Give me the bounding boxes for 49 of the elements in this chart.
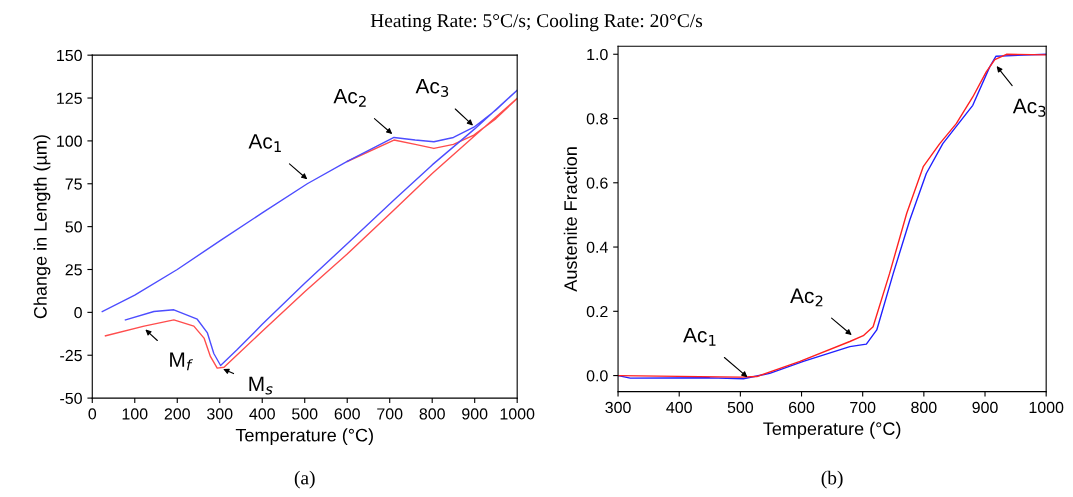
annotation: Ac$_{2}$: [790, 288, 823, 307]
y-tick-label: 125: [57, 92, 82, 104]
text: (b): [821, 470, 843, 489]
x-tick-label: 400: [249, 408, 275, 420]
y-tick-label: 0.0: [586, 370, 608, 382]
x-tick-label: 100: [122, 408, 148, 420]
y-tick-label: 100: [57, 135, 82, 147]
x-tick-label: 600: [789, 401, 815, 414]
x-tick-label: 0: [88, 408, 97, 420]
y-tick-label: 0: [74, 307, 82, 319]
chart-title: Heating Rate: 5°C/s; Cooling Rate: 20°C/s: [370, 13, 703, 32]
annotation: Ac$_{1}$: [683, 327, 716, 346]
x-tick-label: 400: [666, 401, 692, 414]
annotation: Ac$_{2}$: [333, 88, 366, 107]
y-tick-label: 0.6: [586, 177, 608, 189]
annotation: Ac$_{3}$: [1012, 98, 1046, 117]
x-tick-label: 800: [419, 408, 445, 420]
x-tick-label: 700: [850, 401, 876, 414]
y-tick-label: 0.4: [586, 241, 608, 253]
y-tick-label: 1.0: [587, 48, 608, 61]
y-tick-label: 50: [65, 221, 82, 233]
y-axis-title: Austenite Fraction: [563, 147, 577, 292]
y-tick-label: 75: [65, 178, 82, 190]
x-tick-label: 300: [605, 401, 631, 414]
x-axis-title: Temperature (°C): [235, 428, 373, 446]
x-tick-label: 600: [334, 408, 360, 420]
x-tick-label: 500: [292, 408, 318, 420]
x-tick-label: 500: [727, 401, 754, 414]
y-tick-label: 150: [57, 49, 82, 62]
annotation: Ac$_{1}$: [248, 134, 281, 152]
x-tick-label: 700: [377, 408, 403, 420]
x-tick-label: 300: [207, 408, 233, 420]
y-tick-label: 0.8: [586, 113, 608, 125]
x-axis-title: Temperature (°C): [763, 421, 901, 439]
x-tick-label: 1000: [500, 408, 535, 420]
x-tick-label: 900: [972, 401, 998, 414]
x-tick-label: 800: [911, 401, 937, 414]
y-tick-label: 0.2: [586, 305, 608, 318]
annotation: M$_{s}$: [249, 376, 273, 395]
y-tick-label: -50: [60, 392, 82, 405]
x-tick-label: 1000: [1029, 401, 1064, 414]
x-tick-label: 200: [164, 408, 190, 420]
y-axis-title: Change in Length (µm): [33, 135, 51, 319]
x-tick-label: 900: [462, 408, 488, 420]
y-tick-label: -25: [60, 349, 82, 362]
annotation: Ac$_{3}$: [415, 78, 449, 97]
text: (a): [294, 470, 315, 489]
annotation: M$_{f}$: [170, 352, 193, 371]
y-tick-label: 25: [65, 264, 82, 276]
